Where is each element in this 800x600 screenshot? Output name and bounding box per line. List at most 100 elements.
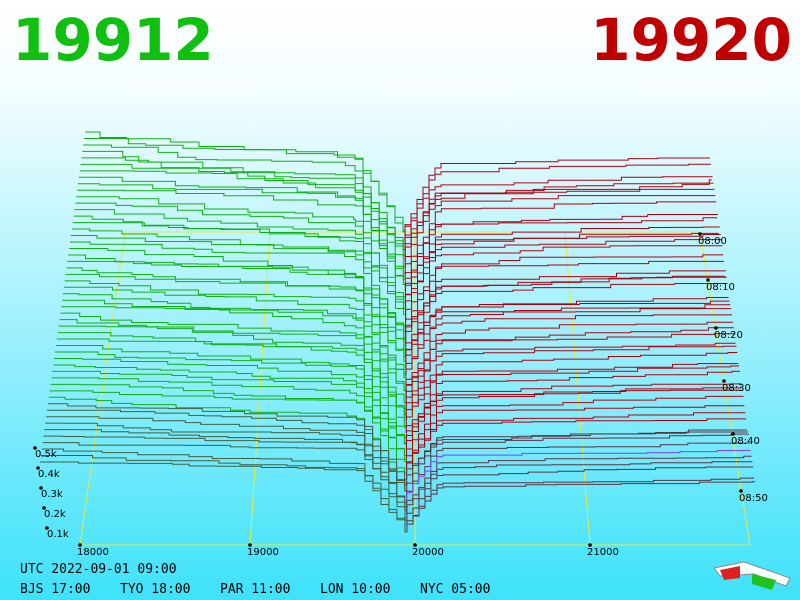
zone-time: LON 10:00 <box>320 582 390 597</box>
ask-depth-line <box>405 283 728 350</box>
tick-dot <box>722 379 726 383</box>
bid-depth-line <box>71 228 407 321</box>
ask-depth-line <box>405 260 725 327</box>
ask-depth-line <box>406 466 754 521</box>
bid-depth-line <box>48 396 408 474</box>
price-axis: 18000 19000 20000 21000 <box>77 543 619 558</box>
ask-depth-line <box>405 304 731 368</box>
ask-depth-line <box>405 270 726 338</box>
tick-dot <box>413 543 417 547</box>
ask-depth-line <box>405 365 740 427</box>
price-label: 21000 <box>587 547 619 558</box>
ask-depth-line <box>404 157 710 232</box>
ask-depth-line <box>404 195 716 268</box>
bid-depth-line <box>63 286 407 374</box>
tick-dot <box>739 489 743 493</box>
ask-depth-line <box>406 433 749 491</box>
tick-dot <box>698 232 702 236</box>
zone-time: TYO 18:00 <box>120 582 190 597</box>
bid-depth-line <box>60 312 407 397</box>
bid-depth-line <box>77 189 406 285</box>
time-label: 08:00 <box>698 236 727 247</box>
price-label: 20000 <box>412 547 444 558</box>
ask-depth-line <box>405 370 740 432</box>
bid-depth-line <box>40 461 407 533</box>
tick-dot <box>42 506 46 510</box>
tick-dot <box>588 543 592 547</box>
depth-label: 0.1k <box>47 529 69 540</box>
ask-depth-line <box>405 276 727 344</box>
ask-depth-line <box>404 188 715 262</box>
ask-depth-line <box>405 239 722 309</box>
ask-depth-line <box>404 176 713 250</box>
ask-depth-line <box>406 461 753 515</box>
bid-depth-line <box>62 299 407 385</box>
time-label: 08:10 <box>706 282 735 293</box>
time-label: 08:50 <box>739 493 768 504</box>
tick-dot <box>706 278 710 282</box>
tick-dot <box>33 446 37 450</box>
zone-time: NYC 05:00 <box>420 582 490 597</box>
bid-depth-line <box>46 416 408 492</box>
bid-depth-line <box>79 170 406 268</box>
tick-dot <box>78 543 82 547</box>
bid-depth-line <box>84 137 406 238</box>
ask-depth-line <box>405 352 738 415</box>
bid-depth-line <box>70 241 407 332</box>
bid-depth-line <box>82 150 406 251</box>
bid-depth-line <box>40 455 408 527</box>
bid-depth-line <box>64 280 407 368</box>
ask-depth-line <box>406 431 748 485</box>
depth-axis: 0.5k 0.4k 0.3k 0.2k 0.1k <box>33 446 69 540</box>
bid-depth-line <box>65 273 407 362</box>
depth-lines <box>40 131 755 533</box>
ask-depth-line <box>405 300 730 362</box>
depth-label: 0.2k <box>44 509 66 520</box>
bid-depth-line <box>42 442 408 515</box>
ask-depth-line <box>404 163 711 238</box>
bid-depth-line <box>67 260 407 350</box>
depth-label: 0.5k <box>35 449 57 460</box>
bid-depth-line <box>41 448 408 521</box>
ask-depth-line <box>406 405 745 462</box>
bid-depth-line <box>47 403 408 480</box>
ask-depth-line <box>405 389 743 450</box>
depth-label: 0.3k <box>41 489 63 500</box>
bid-depth-line <box>45 422 408 497</box>
depth-label: 0.4k <box>38 469 60 480</box>
price-label: 19000 <box>247 547 279 558</box>
bid-depth-line <box>53 364 407 445</box>
tick-dot <box>714 326 718 330</box>
bid-depth-line <box>50 383 408 462</box>
zone-time: PAR 11:00 <box>220 582 290 597</box>
ask-depth-line <box>406 418 747 474</box>
bid-depth-line <box>85 131 405 233</box>
ask-depth-line <box>405 314 733 380</box>
bid-depth-line <box>58 325 407 409</box>
bid-depth-line <box>75 202 406 298</box>
ask-depth-line <box>405 245 723 315</box>
bid-depth-line <box>56 338 407 421</box>
price-label: 18000 <box>77 547 109 558</box>
bid-depth-line <box>74 209 406 304</box>
tick-dot <box>731 432 735 436</box>
ask-price: 19920 <box>590 6 792 74</box>
bid-depth-line <box>80 163 406 262</box>
ask-depth-line <box>406 450 751 503</box>
ask-depth-line <box>404 234 721 303</box>
bid-depth-line <box>62 293 407 380</box>
3d-glasses-icon <box>713 561 791 590</box>
time-axis: 08:00 08:10 08:20 08:30 08:40 08:50 <box>698 232 768 504</box>
zone-time: BJS 17:00 <box>20 582 90 597</box>
tick-dot <box>39 486 43 490</box>
time-label: 08:30 <box>722 383 751 394</box>
bid-depth-line <box>52 370 407 450</box>
bid-depth-line <box>49 390 408 468</box>
time-zones: BJS 17:00 TYO 18:00 PAR 11:00 LON 10:00 NYC … <box>20 582 490 597</box>
bid-depth-line <box>76 196 406 291</box>
bid-price: 19912 <box>12 6 214 74</box>
utc-time: UTC 2022-09-01 09:00 <box>20 562 177 577</box>
